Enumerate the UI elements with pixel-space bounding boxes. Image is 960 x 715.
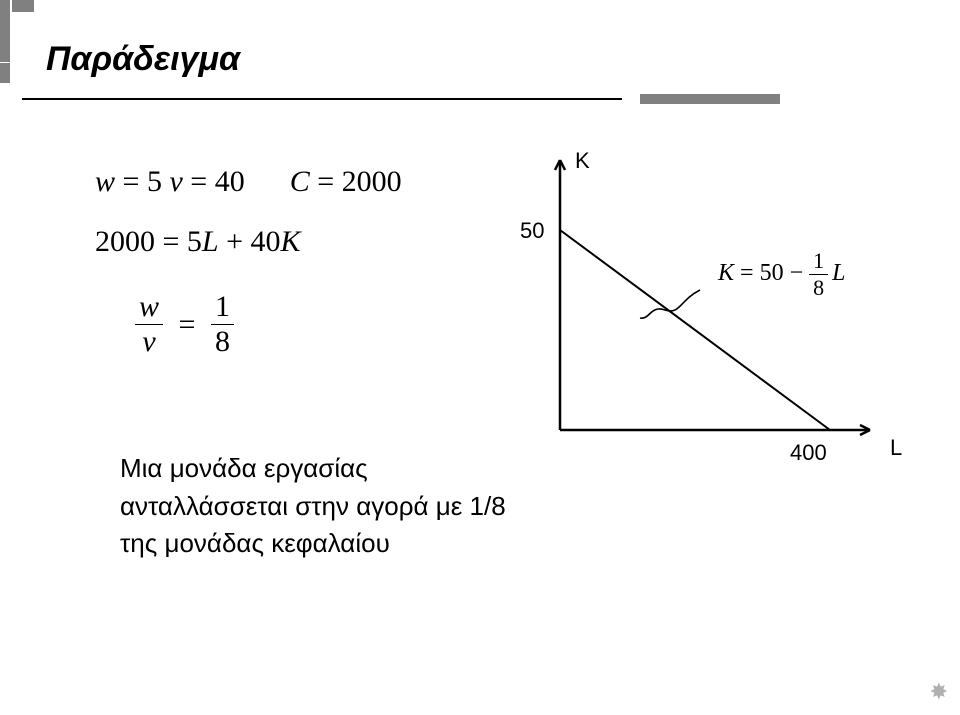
- iso-a: 5: [187, 225, 202, 258]
- ge-frac: 18: [809, 248, 828, 301]
- frac-wv-den: v: [135, 324, 163, 359]
- sym-c: C: [290, 165, 310, 198]
- ge-frac-den: 8: [809, 274, 828, 301]
- accent-block-top: [0, 0, 10, 62]
- iso-plus: +: [219, 225, 251, 258]
- frac-18: 1 8: [211, 290, 234, 359]
- iso-L: L: [202, 225, 219, 258]
- ge-c: 50: [760, 260, 784, 286]
- iso-lhs: 2000: [95, 225, 155, 258]
- body-text: Μια μονάδα εργασίας ανταλλάσσεται στην α…: [120, 450, 506, 563]
- graph-y-label: K: [575, 148, 590, 174]
- iso-K: K: [281, 225, 301, 258]
- val-v: 40: [215, 165, 245, 198]
- frac-18-num: 1: [211, 290, 234, 324]
- ge-eq: =: [734, 260, 760, 286]
- ge-K: K: [718, 260, 734, 286]
- graph-y-tick-50: 50: [520, 218, 544, 244]
- ge-minus: −: [784, 260, 810, 286]
- accent-block-cap: [12, 0, 34, 12]
- iso-b: 40: [251, 225, 281, 258]
- sym-w: w: [95, 165, 115, 198]
- txt-eq1: =: [115, 165, 147, 198]
- ratio-eq: =: [171, 308, 204, 342]
- eq-isocost: 2000 = 5L + 40K: [95, 225, 301, 259]
- txt-eq2: =: [183, 165, 215, 198]
- graph-svg: [500, 150, 930, 480]
- graph-x-label: L: [890, 435, 902, 461]
- iso-eq: =: [155, 225, 187, 258]
- corner-star-icon: ✸: [930, 679, 948, 705]
- txt-eq3: =: [310, 165, 342, 198]
- eq-given: w = 5 v = 40 C = 2000: [95, 165, 402, 199]
- accent-left-lower: [0, 63, 10, 83]
- val-w: 5: [147, 165, 162, 198]
- accent-rule-right: [640, 94, 780, 104]
- frac-wv: w v: [135, 290, 163, 359]
- val-c: 2000: [342, 165, 402, 198]
- eq-ratio: w v = 1 8: [135, 290, 234, 359]
- slide: Παράδειγμα w = 5 v = 40 C = 2000 2000 = …: [0, 0, 960, 715]
- body-line-2: ανταλλάσσεται στην αγορά με 1/8: [120, 488, 506, 526]
- sym-v: v: [169, 165, 182, 198]
- title-rule: [22, 98, 622, 100]
- graph-equation: K = 50 − 18L: [718, 248, 845, 301]
- body-line-1: Μια μονάδα εργασίας: [120, 450, 506, 488]
- graph-x-tick-400: 400: [790, 440, 827, 466]
- page-title: Παράδειγμα: [46, 40, 240, 79]
- frac-wv-num: w: [135, 290, 163, 324]
- frac-18-den: 8: [211, 324, 234, 359]
- ge-L: L: [828, 260, 845, 286]
- ge-frac-num: 1: [809, 248, 828, 274]
- body-line-3: της μονάδας κεφαλαίου: [120, 525, 506, 563]
